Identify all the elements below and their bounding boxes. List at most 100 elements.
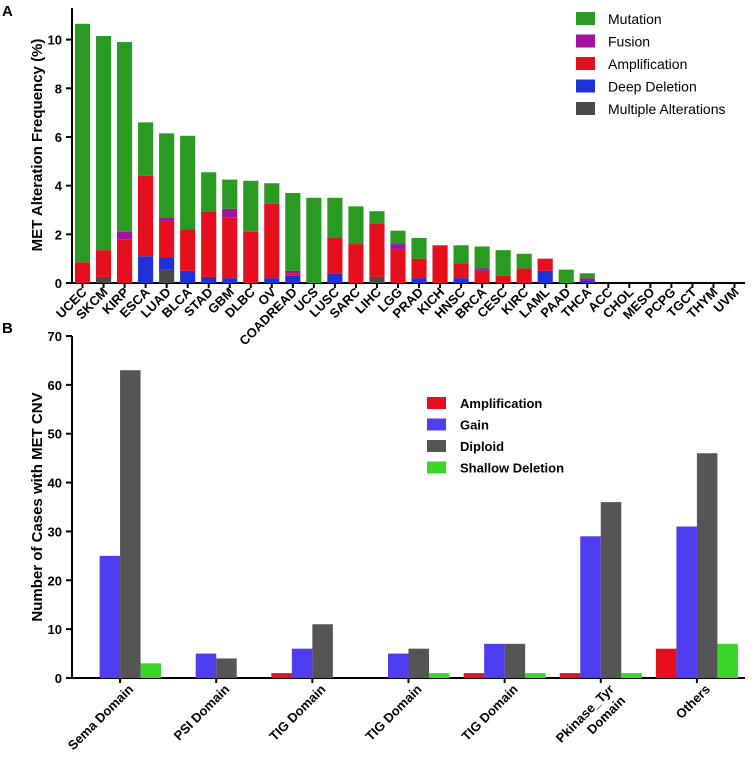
bar-group4-diploid (408, 648, 429, 678)
bar-brca-fusion (474, 268, 490, 271)
x-tick-label-group7: Others (673, 682, 713, 722)
bar-hnsc-amplification (453, 263, 469, 279)
panel-b-y-tick-label: 40 (48, 476, 62, 491)
panel-b-letter: B (2, 320, 13, 337)
panel-a-y-tick-label: 4 (55, 179, 63, 194)
legend-swatch-mutation (576, 12, 595, 25)
legend-b-label-gain: Gain (460, 418, 489, 433)
bar-luad-fusion (159, 217, 175, 221)
bar-ov-amplification (264, 203, 280, 279)
bar-lusc-mutation (327, 197, 343, 238)
legend-b-swatch-amplification (427, 397, 446, 409)
bar-gbm-deep-deletion (222, 278, 238, 283)
bar-gbm-amplification (222, 217, 238, 279)
panel-a-x-tick-labels: UCECSKCMKIRPESCALUADBLCASTADGBMDLBCOVCOA… (53, 284, 742, 348)
bar-group7-shallow-deletion (717, 643, 738, 678)
legend-swatch-fusion (576, 34, 595, 48)
legend-label-mutation: Mutation (608, 11, 662, 27)
bar-coadread-amplification (285, 273, 301, 276)
bar-blca-amplification (180, 229, 196, 271)
bar-ov-mutation (264, 183, 280, 204)
bar-skcm-multiple (95, 276, 112, 283)
bar-group4-shallow-deletion (429, 673, 450, 678)
bar-lihc-amplification (369, 223, 385, 277)
bar-cesc-amplification (495, 275, 511, 283)
panel-b-y-tick-label: 60 (48, 378, 62, 393)
panel-b-y-tick-label: 20 (48, 573, 62, 588)
x-tick-label-group1: Sema Domain (65, 681, 136, 752)
bar-group1-diploid (120, 370, 141, 678)
panel-b-y-tick-label: 30 (48, 524, 62, 539)
bar-group3-gain (291, 648, 313, 678)
panel-b-x-tick-labels: Sema Domain PSI Domain TIG Domain TIG Domai… (65, 681, 713, 756)
bar-group2-diploid (216, 658, 237, 678)
bar-luad-amplification (159, 220, 175, 258)
bar-lgg-fusion (390, 244, 406, 249)
bar-sarc-mutation (348, 206, 364, 245)
bar-cesc-mutation (495, 250, 511, 276)
bar-group6-amplification (559, 673, 581, 678)
panel-b-y-tick-label: 50 (48, 427, 62, 442)
legend-swatch-multiple (576, 102, 595, 115)
bar-kirp-fusion (117, 231, 133, 240)
bar-dlbc-amplification (243, 231, 259, 283)
bar-hnsc-deep-deletion (453, 278, 469, 283)
bar-luad-mutation (159, 133, 175, 218)
bar-skcm-mutation (95, 35, 112, 251)
bar-group7-amplification (655, 648, 677, 678)
bar-coadread-mutation (285, 192, 301, 271)
bar-ucec-mutation (74, 23, 91, 263)
bar-kirp-amplification (117, 239, 133, 283)
bar-skcm-amplification (95, 250, 112, 277)
panel-a-y-tick-label: 8 (55, 81, 62, 96)
legend-b-label-diploid: Diploid (460, 439, 504, 454)
bar-thca-mutation (579, 273, 595, 279)
bar-prad-mutation (411, 237, 427, 259)
bar-hnsc-mutation (453, 245, 469, 264)
legend-label-fusion: Fusion (608, 34, 650, 50)
bar-lusc-deep-deletion (327, 273, 343, 283)
bar-dlbc-mutation (243, 180, 259, 232)
panel-b-y-axis-title: Number of Cases with MET CNV (29, 392, 46, 621)
panel-a-letter: A (2, 3, 13, 20)
panel-a-y-axis-title: MET Alteration Frequency (%) (29, 39, 46, 252)
bar-thca-deep-deletion (579, 280, 595, 283)
panel-b: B Number of Cases with MET CNV 0 10 20 30 40… (2, 320, 745, 756)
legend-b-label-shallow-deletion: Shallow Deletion (460, 461, 564, 476)
legend-b-swatch-gain (427, 418, 446, 431)
bar-ucs-mutation (306, 197, 322, 283)
legend-swatch-amplification (576, 57, 595, 70)
legend-b-label-amplification: Amplification (460, 396, 542, 411)
bar-gbm-mutation (222, 179, 238, 209)
bar-lihc-mutation (369, 211, 385, 224)
bar-luad-deep-deletion (159, 257, 175, 270)
bar-prad-amplification (411, 258, 427, 279)
bar-gbm-fusion (222, 208, 238, 218)
bar-kich-amplification (432, 245, 448, 283)
bar-ucec-amplification (74, 262, 91, 283)
panel-a-y-tick-label: 2 (55, 227, 62, 242)
panel-a-bars (74, 23, 595, 283)
bar-coadread-fusion (285, 270, 301, 274)
panel-b-y-tick-label: 0 (55, 671, 62, 686)
bar-group1-shallow-deletion (140, 663, 162, 678)
bar-thca-fusion (579, 278, 595, 281)
bar-lgg-amplification (390, 248, 406, 283)
bar-ov-deep-deletion (264, 278, 280, 283)
bar-lusc-amplification (327, 237, 343, 274)
x-tick-label-group6: Pkinase_TyrDomain (553, 681, 628, 756)
bar-stad-amplification (201, 211, 217, 277)
bar-kirp-mutation (117, 42, 133, 232)
bar-esca-deep-deletion (138, 256, 154, 283)
bar-group6-diploid (600, 502, 622, 678)
bar-group4-gain (388, 653, 409, 678)
panel-b-legend: Amplification Gain Diploid Shallow Deletion (427, 396, 564, 476)
bar-prad-deep-deletion (411, 278, 427, 283)
bar-kirc-mutation (516, 253, 532, 269)
panel-a-y-tick-label: 6 (55, 130, 62, 145)
legend-swatch-deep-deletion (576, 79, 595, 93)
bar-brca-mutation (474, 246, 490, 269)
bar-group3-diploid (312, 624, 333, 678)
legend-b-swatch-shallow-deletion (427, 461, 446, 474)
